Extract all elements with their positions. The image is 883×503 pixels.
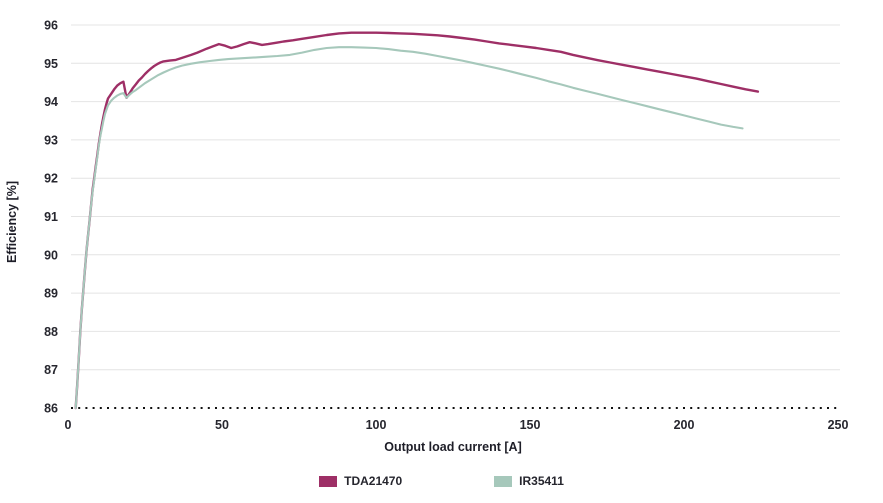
y-tick-label: 95	[44, 57, 58, 71]
legend-swatch-tda21470	[319, 475, 338, 487]
y-tick-label: 94	[44, 95, 58, 109]
legend-item-ir35411: IR35411	[494, 474, 564, 488]
x-tick-label: 200	[674, 418, 695, 432]
x-tick-label: 0	[65, 418, 72, 432]
y-tick-label: 92	[44, 172, 58, 186]
legend-item-tda21470: TDA21470	[319, 474, 402, 488]
y-axis-title: Efficiency [%]	[5, 181, 19, 263]
x-tick-label: 250	[828, 418, 849, 432]
y-tick-label: 87	[44, 363, 58, 377]
y-tick-label: 96	[44, 19, 58, 33]
x-tick-label: 100	[366, 418, 387, 432]
legend-label-ir35411: IR35411	[519, 474, 564, 488]
y-tick-label: 91	[44, 210, 58, 224]
x-tick-label: 150	[520, 418, 541, 432]
y-tick-label: 90	[44, 248, 58, 262]
chart-legend: TDA21470 IR35411	[0, 474, 883, 488]
y-tick-label: 89	[44, 287, 58, 301]
series-line-tda21470	[74, 31, 760, 410]
y-tick-label: 88	[44, 325, 58, 339]
legend-swatch-ir35411	[494, 475, 513, 487]
x-axis-title: Output load current [A]	[384, 440, 522, 454]
x-tick-label: 50	[215, 418, 229, 432]
legend-label-tda21470: TDA21470	[344, 474, 403, 488]
y-tick-label: 93	[44, 133, 58, 147]
y-tick-label: 86	[44, 402, 58, 416]
series-line-ir35411	[74, 46, 744, 410]
